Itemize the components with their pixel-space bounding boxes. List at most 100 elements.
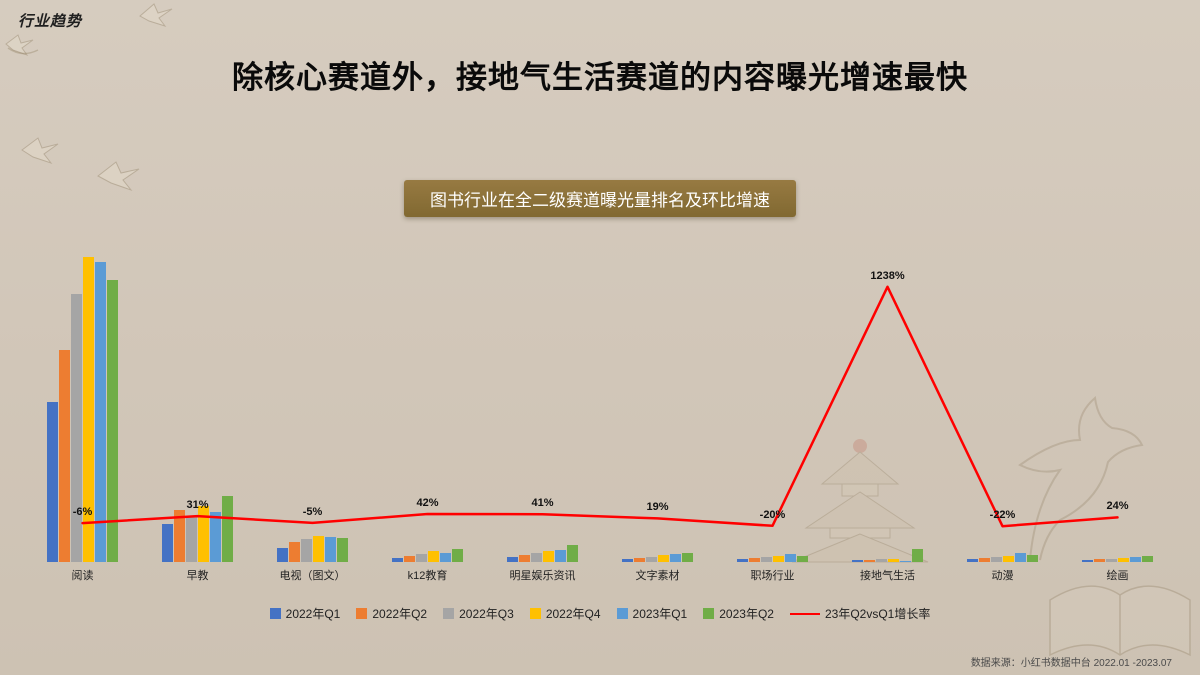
bar [1142,555,1153,562]
bar [186,516,197,562]
legend-label: 2023年Q2 [719,607,774,621]
bar [313,536,324,562]
legend-item: 2023年Q1 [616,605,688,622]
bar [507,557,518,562]
bar [773,556,784,562]
x-axis-label: 文字素材 [635,570,680,582]
bar [634,558,645,562]
chart-legend: 2022年Q1 2022年Q2 2022年Q3 2022年Q4 2023年Q1 2023年… [0,605,1200,622]
bar-group [1060,242,1175,562]
bar-series-area [25,242,1175,562]
bar [737,559,748,562]
bar [337,538,348,562]
bar [682,552,693,562]
bar [83,257,94,562]
growth-rate-label: 1238% [870,269,905,282]
dove-illustration [1018,396,1144,561]
bar [876,559,887,562]
legend-swatch [356,608,368,619]
bar [888,559,899,562]
growth-rate-label: 31% [186,499,209,512]
bar [543,551,554,562]
growth-line [81,285,1119,528]
bar [531,553,542,562]
bar-group [255,242,370,562]
growth-line-layer [81,285,1119,528]
bar [979,558,990,562]
growth-rate-label: 24% [1106,500,1129,513]
growth-rate-label: 19% [646,501,669,514]
bar [1118,558,1129,562]
x-axis: 阅读 早教 电视（图文） k12教育 明星娱乐资讯 文字素材 职场行业 接地气生活 动漫 绘画 [25,567,1175,583]
bar [1130,557,1141,562]
bar [1027,555,1038,562]
growth-rate-label: -22% [989,509,1016,522]
bar [452,549,463,562]
bar [440,553,451,562]
bar [1094,559,1105,562]
legend-label: 2022年Q3 [459,607,514,621]
bar [1082,560,1093,562]
slide-title: 除核心赛道外，接地气生活赛道的内容曝光增速最快 [232,60,968,95]
bar [47,402,58,562]
bar [900,560,911,562]
bar [71,294,82,562]
legend-swatch [443,608,455,619]
bar [392,558,403,562]
legend-swatch [616,608,628,619]
bar [622,559,633,562]
growth-rate-label: -5% [302,505,323,518]
x-axis-label: 动漫 [991,570,1014,582]
legend-label: 2022年Q1 [285,607,341,621]
bar [646,557,657,562]
x-axis-label: 职场行业 [750,570,795,582]
legend-swatch [529,608,541,619]
legend-item: 2022年Q4 [529,605,601,622]
legend-swatch [703,608,715,619]
legend-item: 2022年Q1 [269,605,341,622]
bar [555,550,566,562]
bar [1106,559,1117,562]
bar [864,560,875,562]
bar [967,559,978,562]
bar [991,557,1002,562]
x-axis-label: 早教 [186,570,209,582]
underline-swoosh-icon [7,47,39,55]
exposure-combo-chart: -6% 31% -5% 42% 41% 19% -20% 1238% -22% 24% [25,242,1175,562]
bar [797,555,808,562]
growth-rate-label: 42% [416,497,439,510]
legend-item: 2023年Q2 [703,605,774,622]
bar [198,506,209,562]
bar [174,510,185,562]
bar-group [830,242,945,562]
bar [1015,553,1026,562]
bar [416,554,427,562]
open-book-illustration [1049,585,1191,657]
growth-rate-label: 41% [531,497,554,510]
legend-line-swatch [789,612,820,615]
bar-group [485,242,600,562]
growth-rate-label: -20% [759,508,786,521]
bar [567,545,578,562]
x-axis-label: 阅读 [71,570,94,582]
bar-group [945,242,1060,562]
bar [785,554,796,562]
bar [912,548,923,562]
legend-label: 23年Q2vsQ1增长率 [824,607,931,621]
bar [404,556,415,562]
x-axis-label: 电视（图文） [279,570,346,582]
chart-title-badge: 图书行业在全二级赛道曝光量排名及环比增速 [404,180,796,217]
bar [761,557,772,562]
bar [852,560,863,562]
legend-label: 2023年Q1 [632,607,688,621]
bar [95,262,106,562]
x-axis-label: k12教育 [407,570,448,582]
pagoda-illustration [791,439,929,563]
bar [277,548,288,562]
bar [519,555,530,562]
bar-group [715,242,830,562]
bar-group [25,242,140,562]
legend-label: 2022年Q2 [372,607,428,621]
legend-label: 2022年Q4 [545,607,601,621]
